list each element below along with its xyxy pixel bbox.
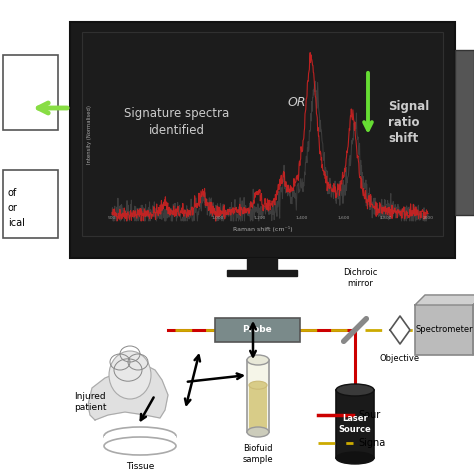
Text: 2000: 2000 [422, 216, 434, 220]
Text: Raman shift (cm⁻¹): Raman shift (cm⁻¹) [233, 226, 292, 232]
Ellipse shape [104, 427, 176, 445]
Ellipse shape [336, 452, 374, 464]
Text: Laser
Source: Laser Source [338, 414, 371, 434]
Ellipse shape [104, 437, 176, 455]
Text: Signa: Signa [358, 438, 385, 448]
Text: of: of [8, 188, 17, 198]
Bar [104, 436, 176, 446]
Text: ical: ical [8, 218, 25, 228]
Ellipse shape [247, 355, 269, 365]
Text: 1,200: 1,200 [253, 216, 265, 220]
Text: Probe: Probe [243, 326, 273, 335]
Text: Biofuid
sample: Biofuid sample [243, 444, 273, 464]
Polygon shape [88, 365, 168, 420]
Bar [247, 360, 269, 432]
Ellipse shape [249, 381, 267, 389]
Bar [3, 170, 58, 238]
Text: Spectrometer: Spectrometer [415, 326, 473, 335]
Text: Objective: Objective [380, 354, 420, 363]
Polygon shape [415, 295, 474, 305]
Bar [336, 390, 374, 458]
Polygon shape [390, 316, 410, 344]
Text: Sour: Sour [358, 410, 380, 420]
Text: Signal
ratio
shift: Signal ratio shift [388, 100, 429, 145]
Bar [228, 270, 298, 276]
Text: 1,800: 1,800 [380, 216, 392, 220]
Text: Dichroic
mirror: Dichroic mirror [343, 268, 377, 288]
Bar [82, 32, 443, 236]
Ellipse shape [247, 427, 269, 437]
Bar [215, 318, 300, 342]
Text: Injured
patient: Injured patient [74, 392, 106, 412]
Text: OR: OR [288, 95, 306, 109]
Bar [249, 385, 267, 428]
Ellipse shape [109, 351, 151, 399]
Text: Tissue: Tissue [126, 462, 154, 471]
Bar [3, 55, 58, 130]
Text: 1,600: 1,600 [337, 216, 350, 220]
Ellipse shape [336, 384, 374, 396]
Text: Intensity (Normalised): Intensity (Normalised) [88, 104, 92, 164]
Bar [455, 50, 474, 215]
Text: or: or [8, 203, 18, 213]
Text: 500: 500 [108, 216, 116, 220]
Bar [247, 258, 277, 270]
Bar [415, 305, 473, 355]
Bar [70, 22, 455, 258]
Text: 1,000: 1,000 [211, 216, 224, 220]
Text: 1,400: 1,400 [295, 216, 308, 220]
Polygon shape [473, 295, 474, 355]
Text: Signature spectra
identified: Signature spectra identified [124, 107, 229, 137]
